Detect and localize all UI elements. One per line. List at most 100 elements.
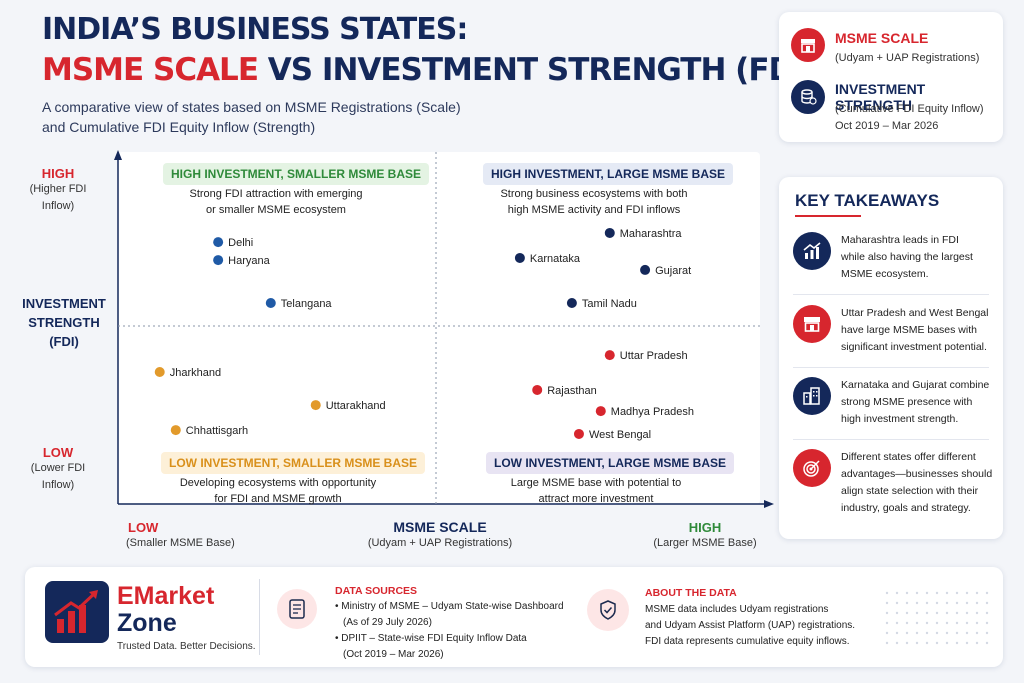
sources-list: • Ministry of MSME – Udyam State-wise Da… (335, 599, 575, 663)
y-title-1: INVESTMENT (22, 296, 106, 311)
data-point-madhya-pradesh (595, 406, 606, 417)
x-low-label: LOW (Smaller MSME Base) (112, 520, 252, 552)
data-point-telangana (265, 298, 276, 309)
decor-dot (975, 591, 979, 595)
decor-dot (915, 601, 919, 605)
decor-dot (905, 641, 909, 645)
data-point-haryana (213, 255, 224, 266)
source-1-line2: (As of 29 July 2026) (343, 617, 432, 628)
decor-dot (905, 631, 909, 635)
buildings-icon (793, 377, 831, 415)
quadrant-tr-desc1: Strong business ecosystems with both (500, 188, 688, 200)
takeaway-4-line4: industry, goals and strategy. (841, 502, 971, 514)
shop-icon (791, 28, 825, 62)
subtitle-line1: A comparative view of states based on MS… (42, 99, 461, 115)
about-text: MSME data includes Udyam registrations a… (645, 602, 885, 650)
legend-inv-sub1: (Cumulative FDI Equity Inflow) (835, 103, 984, 115)
quadrant-tl-desc2: or smaller MSME ecosystem (206, 204, 346, 216)
decor-dot (935, 641, 939, 645)
decor-dot (905, 591, 909, 595)
about-line3: FDI data represents cumulative equity in… (645, 636, 850, 647)
quadrant-br-desc: Large MSME base with potential to attrac… (475, 475, 717, 507)
data-label-uttarakhand: Uttarakhand (326, 400, 386, 412)
title-rest: VS INVESTMENT STRENGTH (FDI) (258, 52, 818, 88)
data-label-telangana: Telangana (281, 298, 333, 310)
y-title-3: (FDI) (49, 334, 79, 349)
y-low-label: LOW (Lower FDI Inflow) (18, 445, 98, 494)
takeaway-text: Different states offer different advanta… (841, 449, 992, 517)
decor-dot (925, 611, 929, 615)
coins-icon (791, 80, 825, 114)
quadrant-bl-desc1: Developing ecosystems with opportunity (179, 477, 377, 489)
source-1-text: Ministry of MSME – Udyam State-wise Dash… (341, 601, 564, 612)
decor-dot (935, 621, 939, 625)
footer: EMarket Zone Trusted Data. Better Decisi… (25, 567, 1003, 667)
data-label-maharashtra: Maharashtra (620, 228, 683, 240)
decor-dot (925, 631, 929, 635)
decor-dot (895, 621, 899, 625)
decor-dot (965, 601, 969, 605)
decor-dot (985, 641, 989, 645)
decor-dot (985, 611, 989, 615)
y-high-label: HIGH (Higher FDI Inflow) (18, 166, 98, 215)
decorative-dot-pattern (885, 591, 989, 645)
about-title: ABOUT THE DATA (645, 587, 737, 599)
x-axis-title: MSME SCALE (Udyam + UAP Registrations) (350, 519, 530, 552)
decor-dot (915, 641, 919, 645)
decor-dot (955, 631, 959, 635)
document-icon (277, 589, 317, 629)
takeaway-item: Maharashtra leads in FDI while also havi… (793, 232, 993, 283)
data-point-tamil-nadu (566, 298, 577, 309)
decor-dot (885, 621, 889, 625)
takeaways-underline (795, 215, 861, 217)
page-title-line2: MSME SCALE VS INVESTMENT STRENGTH (FDI) (42, 52, 818, 88)
decor-dot (885, 611, 889, 615)
takeaway-1-line2: while also having the largest (841, 251, 973, 263)
data-label-uttar-pradesh: Uttar Pradesh (620, 350, 688, 362)
decor-dot (965, 631, 969, 635)
decor-dot (975, 611, 979, 615)
plot-area (118, 152, 760, 504)
x-title: MSME SCALE (393, 519, 487, 535)
data-point-maharashtra (604, 227, 615, 238)
data-label-gujarat: Gujarat (655, 265, 691, 277)
takeaway-4-line3: align state selection with their (841, 485, 979, 497)
points-layer: Delhi Haryana Telangana Maharashtra Karnatak… (154, 227, 694, 441)
page-subtitle: A comparative view of states based on MS… (42, 97, 512, 137)
source-2-line1: • DPIIT – State-wise FDI Equity Inflow D… (335, 633, 527, 644)
takeaway-2-line3: significant investment potential. (841, 341, 987, 353)
takeaway-3-line2: strong MSME presence with (841, 396, 973, 408)
decor-dot (885, 591, 889, 595)
decor-dot (885, 641, 889, 645)
decor-dot (935, 591, 939, 595)
data-point-uttar-pradesh (604, 350, 615, 361)
decor-dot (915, 591, 919, 595)
decor-dot (895, 601, 899, 605)
divider (793, 439, 989, 440)
source-1-line1: • Ministry of MSME – Udyam State-wise Da… (335, 601, 564, 612)
takeaway-item: Different states offer different advanta… (793, 449, 993, 517)
decor-dot (965, 621, 969, 625)
shield-icon (587, 589, 629, 631)
source-2-text: DPIIT – State-wise FDI Equity Inflow Dat… (341, 633, 527, 644)
legend-msme-sub: (Udyam + UAP Registrations) (835, 52, 980, 64)
quadrant-tl-desc: Strong FDI attraction with emerging or s… (160, 186, 392, 218)
decor-dot (965, 641, 969, 645)
takeaway-text: Maharashtra leads in FDI while also havi… (841, 232, 973, 283)
y-high-sub2: Inflow) (41, 200, 75, 212)
legend-msme-title: MSME SCALE (835, 30, 929, 46)
decor-dot (925, 621, 929, 625)
divider (259, 579, 260, 655)
decor-dot (985, 591, 989, 595)
decor-dot (945, 591, 949, 595)
data-label-haryana: Haryana (228, 255, 270, 267)
brand-tagline: Trusted Data. Better Decisions. (117, 641, 256, 652)
decor-dot (985, 631, 989, 635)
data-point-uttarakhand (310, 400, 321, 411)
data-label-west-bengal: West Bengal (589, 429, 651, 441)
decor-dot (955, 641, 959, 645)
quadrant-bl-desc: Developing ecosystems with opportunity f… (160, 475, 396, 507)
takeaway-text: Uttar Pradesh and West Bengal have large… (841, 305, 988, 356)
decor-dot (895, 631, 899, 635)
y-axis-arrow (114, 150, 122, 160)
